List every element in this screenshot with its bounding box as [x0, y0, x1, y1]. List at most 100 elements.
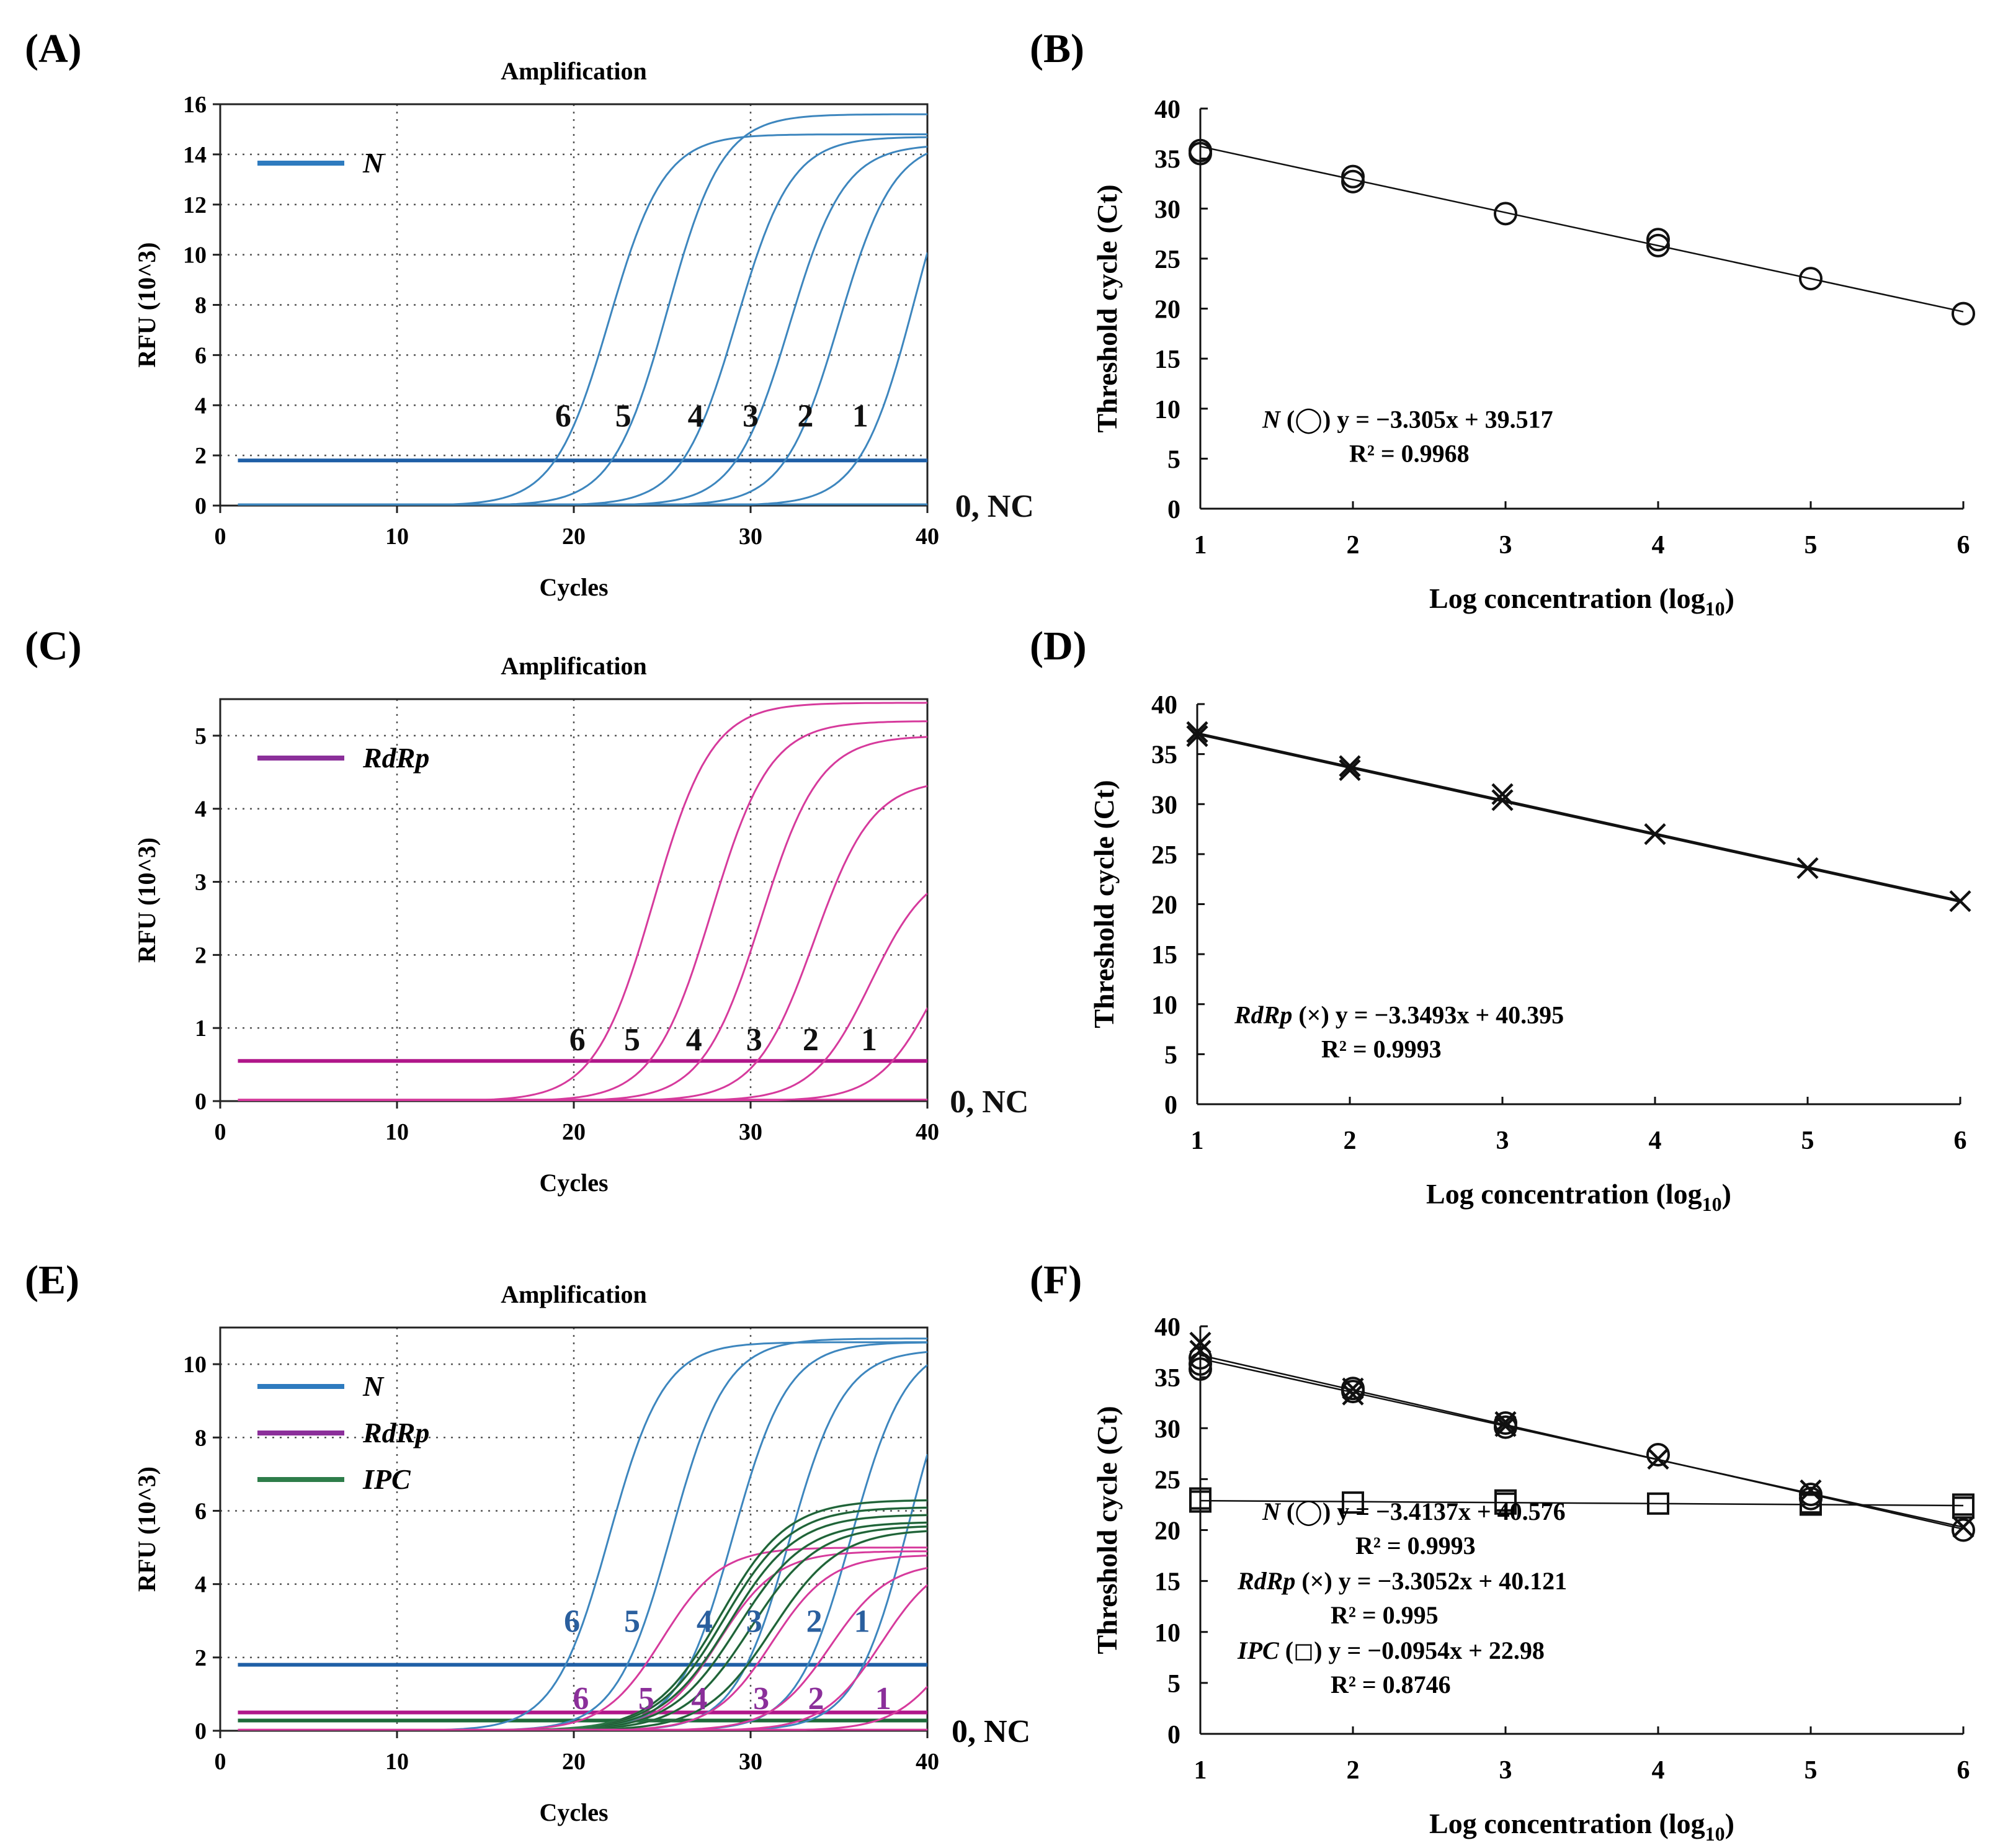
x-tick-label: 0	[215, 1119, 226, 1145]
x-tick-label: 40	[916, 1749, 939, 1775]
x-tick-label: 1	[1194, 1756, 1207, 1785]
curve-label: 4	[686, 1022, 702, 1058]
data-point-x	[1342, 1377, 1364, 1399]
x-tick-label: 10	[385, 524, 409, 550]
y-tick-label: 15	[1154, 346, 1180, 374]
curve-label: 6	[555, 398, 571, 434]
curve-label: 5	[624, 1604, 640, 1640]
curve-label: 2	[803, 1022, 819, 1058]
data-point-circle	[1341, 169, 1365, 194]
y-tick-label: 20	[1154, 1517, 1180, 1546]
y-tick-label: 8	[195, 1425, 207, 1451]
x-tick-label: 40	[916, 524, 939, 550]
x-tick-label: 6	[1957, 531, 1970, 560]
panel-label: (D)	[1030, 623, 1087, 669]
data-point-circle	[1189, 141, 1212, 166]
data-point-square	[1952, 1496, 1974, 1519]
y-tick-label: 1	[195, 1016, 207, 1042]
equation-label: RdRp (×) y = −3.3052x + 40.121	[1237, 1567, 1567, 1595]
panel-label: (A)	[25, 26, 82, 71]
x-tick-label: 6	[1957, 1756, 1970, 1785]
legend-label: N	[362, 1370, 385, 1402]
panel-a-amplification: (A)0 10 20 30 400246810121416AmplificationCy…	[25, 26, 1034, 601]
y-tick-label: 30	[1151, 791, 1177, 819]
data-point-circle	[1494, 1415, 1517, 1439]
data-point-circle	[1494, 202, 1517, 226]
y-tick-label: 10	[1151, 991, 1177, 1020]
data-point-x	[1494, 1415, 1517, 1437]
x-tick-label: 4	[1649, 1127, 1662, 1155]
data-point-x	[1491, 789, 1514, 811]
data-point-x	[1949, 890, 1971, 913]
y-axis-label: Threshold cycle (Ct)	[1091, 184, 1123, 432]
panel-c-amplification: (C) 0 10 20 30 40 0 1 2 3 4 5 Amplification Cycles RFU…	[25, 623, 1028, 1197]
y-tick-label: 2	[195, 942, 207, 968]
data-point-circle	[1646, 228, 1670, 252]
x-tick-label: 20	[562, 524, 586, 550]
x-axis-label: Log concentration (log10)	[1426, 1178, 1731, 1215]
y-tick-label: 15	[1151, 941, 1177, 970]
data-point-x	[1644, 823, 1666, 846]
data-point-square	[1342, 1491, 1364, 1514]
amplification-curve	[238, 152, 927, 506]
x-tick-label: 3	[1499, 531, 1512, 560]
y-axis-label: RFU (10^3)	[133, 837, 161, 963]
y-tick-label: 5	[1167, 1670, 1180, 1698]
data-point-x	[1186, 721, 1208, 743]
curve-label: 4	[688, 398, 704, 434]
curve-label: 1	[854, 1604, 870, 1640]
amplification-curve	[238, 720, 927, 1101]
x-tick-label: 10	[385, 1749, 409, 1775]
data-point-circle	[1646, 1442, 1670, 1466]
x-tick-label: 2	[1347, 531, 1360, 560]
x-tick-label: 30	[739, 1119, 762, 1145]
y-tick-label: 4	[195, 1572, 207, 1598]
curve-label: 6	[564, 1604, 580, 1640]
amplification-curve	[238, 1453, 927, 1731]
x-tick-label: 0	[215, 1749, 226, 1775]
chart-title: Amplification	[501, 652, 647, 680]
y-tick-label: 3	[195, 870, 207, 896]
data-point-x	[1189, 1331, 1211, 1354]
equation-label: RdRp (×) y = −3.3493x + 40.395	[1234, 1001, 1564, 1029]
x-tick-label: 6	[1954, 1127, 1967, 1155]
x-tick-label: 10	[385, 1119, 409, 1145]
amplification-curve	[238, 1547, 927, 1731]
chart-title: Amplification	[501, 1280, 647, 1308]
curve-label: 2	[808, 1681, 824, 1716]
data-point-square	[1800, 1493, 1822, 1516]
y-tick-label: 30	[1154, 195, 1180, 224]
data-point-circle	[1952, 1518, 1975, 1542]
x-axis-label: Cycles	[539, 1798, 608, 1826]
curve-label: 3	[753, 1681, 769, 1716]
amplification-curve	[238, 1584, 927, 1731]
y-tick-label: 0	[195, 1718, 207, 1744]
x-tick-label: 30	[739, 1749, 762, 1775]
panel-b-standard-curve: (B) 1 2 3 4 5 6 0 5 10 15 20 25 30 35 40 Log concentrati…	[1030, 26, 1975, 620]
panel-f-standard-curve: (F) 1 2 3 4 5 6 0 5 10 15 20 25 30 35 40 Log concentrati…	[1030, 1257, 1975, 1845]
y-tick-label: 0	[1164, 1091, 1177, 1120]
x-axis-label: Cycles	[539, 1169, 608, 1197]
y-tick-label: 25	[1154, 246, 1180, 274]
panel-label: (B)	[1030, 26, 1084, 71]
x-axis-label: Log concentration (log10)	[1429, 1808, 1734, 1845]
r-squared-label: R² = 0.9993	[1321, 1035, 1442, 1063]
y-tick-label: 10	[183, 1352, 207, 1378]
data-point-x	[1800, 1479, 1822, 1502]
x-tick-label: 1	[1194, 531, 1207, 560]
y-tick-label: 6	[195, 1498, 207, 1524]
y-tick-label: 5	[1167, 445, 1180, 474]
data-point-x	[1647, 1447, 1669, 1470]
data-point-x	[1494, 1411, 1517, 1433]
y-tick-label: 10	[1154, 396, 1180, 424]
x-tick-label: 1	[1191, 1127, 1204, 1155]
data-point-x	[1186, 725, 1208, 748]
y-tick-label: 20	[1154, 296, 1180, 324]
y-tick-label: 0	[1167, 1721, 1180, 1749]
y-tick-label: 25	[1154, 1466, 1180, 1494]
y-tick-label: 0	[1167, 496, 1180, 524]
curve-label: 0, NC	[955, 489, 1034, 524]
data-point-square	[1494, 1492, 1517, 1515]
regression-line	[1200, 1499, 1964, 1507]
x-tick-label: 2	[1344, 1127, 1357, 1155]
